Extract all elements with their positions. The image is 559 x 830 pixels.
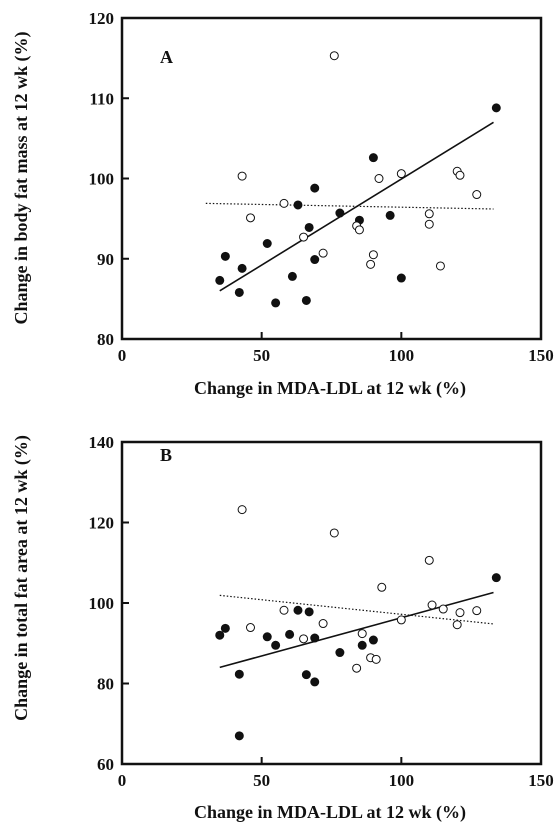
regression-line-dotted	[219, 594, 494, 625]
data-point-open	[424, 209, 434, 219]
data-point-filled	[335, 208, 345, 218]
data-point-open	[366, 259, 376, 269]
plot-frame	[120, 440, 543, 766]
x-tick-label: 50	[253, 771, 270, 790]
data-point-open	[368, 250, 378, 260]
data-point-open	[245, 213, 255, 223]
data-point-filled	[271, 298, 281, 308]
data-point-open	[357, 629, 367, 639]
data-point-filled	[215, 275, 225, 285]
y-tick-label: 110	[89, 89, 114, 108]
data-point-filled	[215, 630, 225, 640]
data-point-filled	[357, 640, 367, 650]
data-point-open	[427, 600, 437, 610]
data-point-open	[455, 608, 465, 618]
data-point-open	[318, 619, 328, 629]
y-axis-label-a: Change in body fat mass at 12 wk (%)	[11, 31, 32, 324]
data-point-filled	[271, 640, 281, 650]
data-point-filled	[491, 573, 501, 583]
data-point-open	[472, 190, 482, 200]
panel-a: A Change in body fat mass at 12 wk (%) C…	[11, 9, 554, 399]
data-point-filled	[285, 629, 295, 639]
data-point-filled	[310, 633, 320, 643]
data-point-open	[299, 634, 309, 644]
data-point-open	[354, 225, 364, 235]
data-point-filled	[304, 222, 314, 232]
data-point-filled	[310, 255, 320, 265]
data-point-filled	[293, 605, 303, 615]
data-point-filled	[234, 731, 244, 741]
data-point-open	[424, 555, 434, 565]
x-axis-label-a: Change in MDA-LDL at 12 wk (%)	[194, 378, 466, 399]
data-point-open	[435, 261, 445, 271]
data-point-filled	[310, 677, 320, 687]
data-point-filled	[335, 648, 345, 658]
data-point-filled	[368, 635, 378, 645]
data-point-open	[396, 169, 406, 179]
data-point-open	[374, 174, 384, 183]
data-point-filled	[385, 210, 395, 220]
panel-label-a: A	[160, 47, 173, 67]
data-point-open	[299, 232, 309, 242]
data-point-filled	[301, 295, 311, 305]
data-point-filled	[237, 263, 247, 273]
data-point-filled	[304, 607, 314, 617]
data-point-open	[318, 248, 328, 258]
data-point-open	[424, 219, 434, 229]
y-tick-label: 100	[89, 594, 115, 613]
x-tick-label: 150	[528, 346, 554, 365]
data-point-open	[377, 582, 387, 592]
data-point-filled	[491, 103, 501, 113]
data-point-open	[279, 198, 289, 208]
data-point-filled	[234, 287, 244, 297]
data-point-filled	[220, 623, 230, 633]
y-tick-label: 100	[89, 170, 115, 189]
data-point-open	[329, 528, 339, 538]
data-point-filled	[293, 200, 303, 210]
data-point-filled	[234, 669, 244, 679]
regression-line-solid	[219, 591, 494, 669]
data-point-open	[279, 605, 289, 615]
x-tick-label: 0	[118, 346, 127, 365]
x-tick-label: 100	[389, 346, 415, 365]
data-point-open	[237, 171, 247, 181]
data-point-filled	[262, 239, 272, 249]
x-tick-label: 50	[253, 346, 270, 365]
panel-label-b: B	[160, 445, 172, 465]
data-point-filled	[396, 273, 406, 283]
x-tick-label: 150	[528, 771, 554, 790]
data-point-open	[371, 654, 381, 664]
y-tick-label: 80	[97, 330, 114, 349]
data-point-filled	[287, 271, 297, 281]
regression-line-dotted	[205, 202, 494, 210]
data-point-open	[452, 620, 462, 630]
panel-b: B Change in total fat area at 12 wk (%) …	[11, 433, 554, 823]
data-point-filled	[262, 632, 272, 642]
y-tick-label: 140	[89, 433, 115, 452]
y-tick-label: 120	[89, 514, 115, 533]
y-axis-label-b: Change in total fat area at 12 wk (%)	[11, 435, 32, 721]
x-tick-label: 0	[118, 771, 127, 790]
data-point-filled	[368, 153, 378, 163]
data-point-filled	[220, 251, 230, 261]
data-point-open	[438, 604, 448, 614]
data-point-open	[396, 615, 406, 625]
data-point-open	[237, 505, 247, 515]
y-tick-label: 120	[89, 9, 115, 28]
data-point-open	[455, 170, 465, 180]
data-point-open	[352, 663, 362, 673]
y-tick-label: 80	[97, 675, 114, 694]
data-point-filled	[310, 183, 320, 193]
data-point-open	[245, 623, 255, 633]
x-axis-label-b: Change in MDA-LDL at 12 wk (%)	[194, 802, 466, 823]
data-point-filled	[301, 670, 311, 680]
plot-frame	[120, 16, 543, 341]
y-tick-label: 90	[97, 250, 114, 269]
y-tick-label: 60	[97, 755, 114, 774]
x-tick-label: 100	[389, 771, 415, 790]
data-point-open	[472, 606, 482, 616]
data-point-open	[329, 51, 339, 61]
